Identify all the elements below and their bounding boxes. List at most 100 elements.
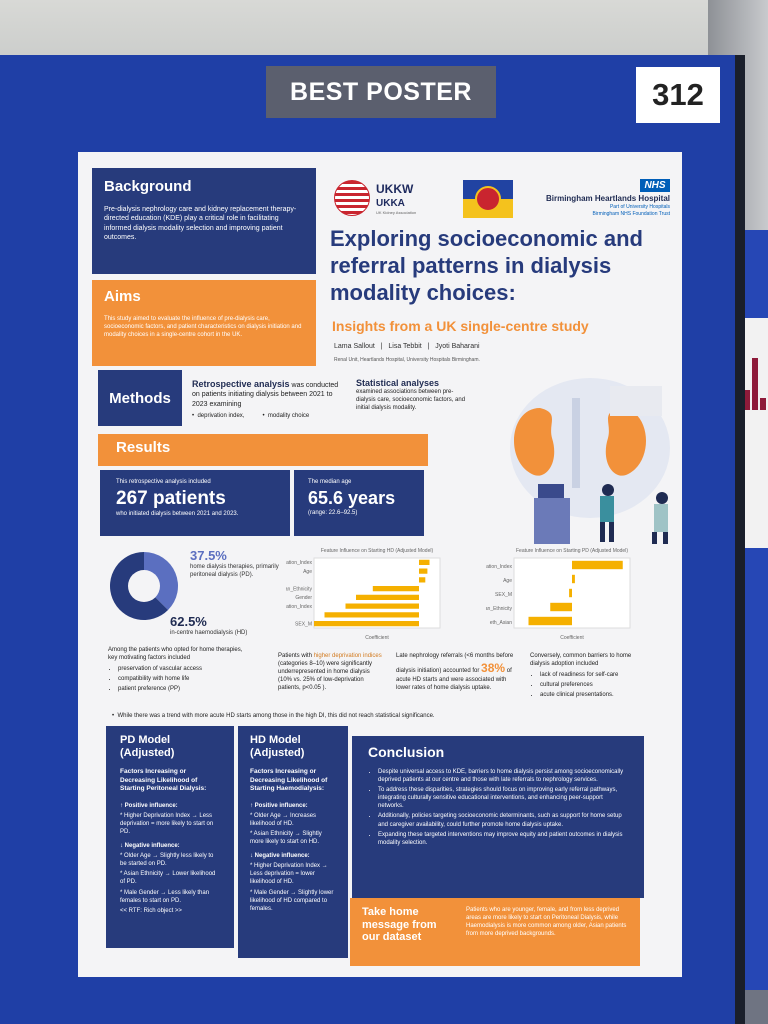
chart-bar xyxy=(314,621,419,627)
nhs-logo: NHS xyxy=(640,179,670,192)
hd-pos-list: * Older Age → Increases likelihood of HD… xyxy=(250,812,336,846)
hd-stat: 62.5% in-centre haemodialysis (HD) xyxy=(170,614,280,637)
author-separator-1: | xyxy=(380,343,383,350)
chart-category-label: Asian_Ethnicity xyxy=(286,586,312,592)
chart-category-label: Asian_Ethnicity xyxy=(486,606,512,612)
ukka-text: UKKA xyxy=(376,198,405,209)
kidney-right-icon xyxy=(605,408,647,476)
kidney-left-icon xyxy=(513,408,555,476)
chart-category-label: Deprivation_Index xyxy=(486,564,512,570)
hd-model-heading: HD Model (Adjusted) xyxy=(250,734,305,760)
donut-slice-pd xyxy=(144,552,178,611)
col1-intro: Among the patients who opted for home th… xyxy=(108,647,243,662)
hd-percent: 62.5% xyxy=(170,614,207,629)
pd-neg-list: * Older Age → Slightly less likely to be… xyxy=(120,852,220,905)
ukkw-text: UKKW xyxy=(376,182,414,196)
pd-pos-list: * Higher Deprivation Index → Less depriv… xyxy=(120,812,220,836)
pd-pos-head: ↑ Positive influence: xyxy=(120,802,178,809)
methods-stat: Statistical analyses examined associatio… xyxy=(356,378,466,412)
ukkw-emblem-icon xyxy=(334,180,370,216)
hd-model-sub: Factors Increasing or Decreasing Likelih… xyxy=(250,768,328,793)
col2-highlight: higher deprivation indices xyxy=(313,653,382,659)
methods-stat-heading: Statistical analyses xyxy=(356,378,440,388)
conclusion-list: Despite universal access to KDE, barrier… xyxy=(368,768,628,847)
conclusion-heading: Conclusion xyxy=(368,744,445,760)
patients-post: who initiated dialysis between 2021 and … xyxy=(116,511,239,518)
affiliation: Renal Unit, Heartlands Hospital, Univers… xyxy=(334,357,480,363)
col4-list-item: lack of readiness for self-care xyxy=(540,671,650,679)
chart-bar xyxy=(528,616,572,626)
pd-neg-item: * Older Age → Slightly less likely to be… xyxy=(120,853,214,868)
conclusion-list-item: To address these disparities, strategies… xyxy=(378,786,628,810)
results-col-3: Late nephrology referrals (<6 months bef… xyxy=(396,653,514,692)
chart-category-label: SEX_M xyxy=(295,621,312,627)
results-header: Results xyxy=(98,434,428,466)
pd-neg-head: ↓ Negative influence: xyxy=(120,843,180,850)
author-1: Lama Sallout xyxy=(334,343,375,350)
poster-number-card: 312 xyxy=(636,67,720,123)
median-age-box: The median age 65.6 years (range: 22.6–9… xyxy=(294,470,424,536)
col3-percent: 38% xyxy=(481,661,506,676)
takehome-box: Take home message from our dataset Patie… xyxy=(350,898,640,966)
hd-model-box: HD Model (Adjusted) Factors Increasing o… xyxy=(238,726,348,958)
col1-list-item: compatibility with home life xyxy=(118,675,248,683)
author-2: Lisa Tebbit xyxy=(388,343,422,350)
author-separator-2: | xyxy=(427,343,430,350)
takehome-heading: Take home message from our dataset xyxy=(362,906,437,944)
col4-intro: Conversely, common barriers to home dial… xyxy=(530,653,632,668)
pd-pos-item: * Higher Deprivation Index → Less depriv… xyxy=(120,812,214,835)
ukka-sub: UK Kidney Association xyxy=(376,210,417,215)
poster-title: Exploring socioeconomic and referral pat… xyxy=(330,226,643,305)
pd-neg-item: * Male Gender → Less likely than females… xyxy=(120,889,210,904)
hospital-sub-line1: Part of University Hospitals xyxy=(609,204,670,210)
chart-x-label: Coefficient xyxy=(560,635,584,641)
chart-category-label: Deprivation_Index xyxy=(286,560,312,566)
pd-neg-item: * Asian Ethnicity → Lower likelihood of … xyxy=(120,871,216,886)
methods-bullet-2: • modality choice xyxy=(262,413,310,420)
aims-section: Aims This study aimed to evaluate the in… xyxy=(92,280,316,366)
methods-retro-text: was conducted on patients initiating dia… xyxy=(192,382,339,408)
dialysis-machine-icon xyxy=(534,498,570,544)
col1-list-item: patient preference (PP) xyxy=(118,685,248,693)
pd-text: home dialysis therapies, primarily perit… xyxy=(190,564,279,579)
hd-text: in-centre haemodialysis (HD) xyxy=(170,630,248,636)
pd-model-heading: PD Model (Adjusted) xyxy=(120,734,175,760)
chart-bar xyxy=(550,602,572,612)
background-heading: Background xyxy=(104,178,192,195)
methods-stat-text: examined associations between pre-dialys… xyxy=(356,389,466,412)
background-section: Background Pre-dialysis nephrology care … xyxy=(92,168,316,274)
chart-bar xyxy=(324,612,419,618)
patients-pre: This retrospective analysis included xyxy=(116,479,211,485)
methods-bullet-1: • deprivation index, xyxy=(192,413,245,420)
chart-bar xyxy=(572,560,623,570)
conclusion-box: Conclusion Despite universal access to K… xyxy=(352,736,644,898)
hospital-sub-line2: Birmingham NHS Foundation Trust xyxy=(592,210,670,217)
results-heading: Results xyxy=(116,439,171,456)
aims-text: This study aimed to evaluate the influen… xyxy=(104,316,302,339)
chart-bar xyxy=(572,574,575,584)
results-col-1: Among the patients who opted for home th… xyxy=(108,646,248,695)
conclusion-list-item: Expanding these targeted interventions m… xyxy=(378,831,628,847)
results-col-4: Conversely, common barriers to home dial… xyxy=(530,652,650,701)
hd-pos-item: * Asian Ethnicity → Slightly more likely… xyxy=(250,830,322,846)
col1-list-item: preservation of vascular access xyxy=(118,665,248,673)
chart-bar xyxy=(419,577,426,583)
pd-model-box: PD Model (Adjusted) Factors Increasing o… xyxy=(106,726,234,948)
methods-heading-box: Methods xyxy=(98,370,182,426)
chart-category-label: Deprivation_Index xyxy=(286,604,312,610)
conclusion-list-item: Additionally, policies targeting socioec… xyxy=(378,812,628,828)
takehome-text: Patients who are younger, female, and fr… xyxy=(466,907,627,938)
chart-title: Feature Influence on Starting HD (Adjust… xyxy=(321,548,434,554)
patients-count: 267 patients xyxy=(116,488,226,510)
median-range: (range: 22.6–92.5) xyxy=(308,510,358,517)
background-text: Pre-dialysis nephrology care and kidney … xyxy=(104,206,297,242)
kidney-illustration xyxy=(510,378,670,544)
hd-neg-head: ↓ Negative influence: xyxy=(250,853,310,860)
author-3: Jyoti Baharani xyxy=(435,343,480,350)
col1-list: preservation of vascular access compatibi… xyxy=(108,665,248,693)
hd-neg-item: * Higher Deprivation Index → Less depriv… xyxy=(250,863,328,886)
trend-note: • While there was a trend with more acut… xyxy=(112,713,435,719)
col4-list: lack of readiness for self-care cultural … xyxy=(530,671,650,699)
chart-category-label: Age xyxy=(503,578,512,584)
hospital-sub: Part of University Hospitals Birmingham … xyxy=(540,204,670,217)
